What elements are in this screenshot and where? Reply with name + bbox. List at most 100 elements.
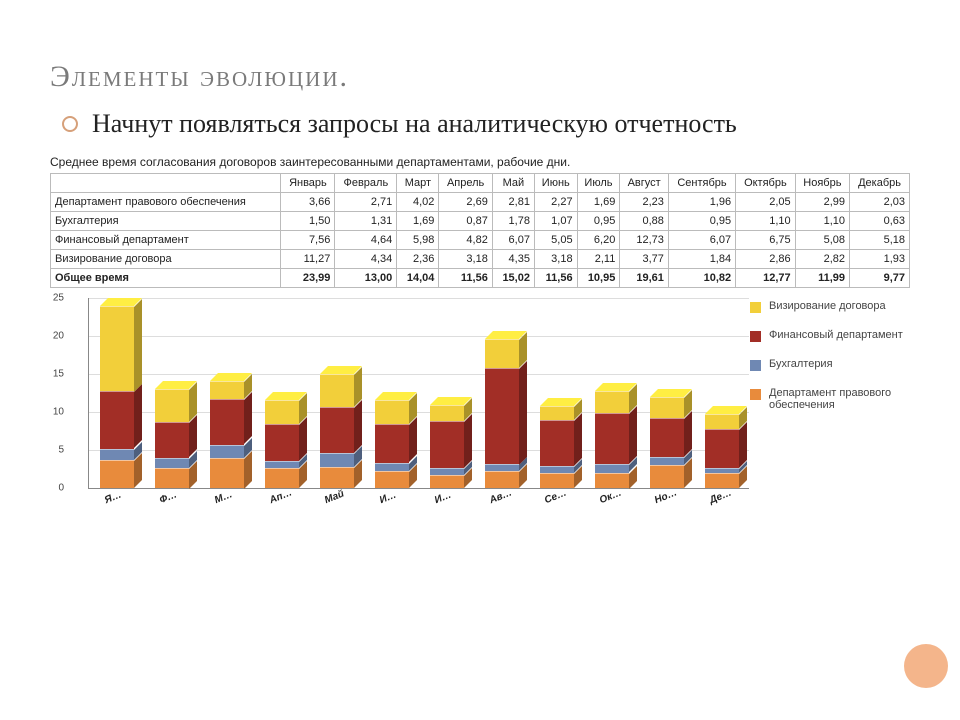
cell-value: 2,81 — [492, 193, 534, 212]
y-tick: 10 — [53, 407, 64, 418]
legend-item: Департамент правового обеспечения — [750, 387, 910, 411]
legend-item: Визирование договора — [750, 300, 910, 313]
legend-item: Бухгалтерия — [750, 358, 910, 371]
x-tick-label: Ф… — [158, 489, 179, 506]
cell-value: 1,78 — [492, 212, 534, 231]
cell-value: 12,73 — [620, 231, 669, 250]
cell-value: 4,82 — [439, 231, 492, 250]
bar-segment — [100, 460, 134, 488]
cell-value: 4,34 — [335, 250, 397, 269]
cell-value: 1,93 — [850, 250, 910, 269]
cell-value: 0,63 — [850, 212, 910, 231]
legend-label: Визирование договора — [769, 300, 886, 312]
bar-segment — [650, 457, 684, 465]
x-tick-label: Но… — [653, 487, 679, 506]
bar-segment — [265, 468, 299, 488]
bar-segment — [540, 473, 574, 488]
stacked-bar-chart: Я…Ф…М…Ап…МайИ…И…Ав…Се…Ок…Но…Де… 05101520… — [50, 294, 740, 524]
row-name: Визирование договора — [51, 250, 281, 269]
bar-segment — [705, 429, 739, 468]
bar-segment — [595, 413, 629, 464]
legend-label: Департамент правового обеспечения — [769, 387, 910, 411]
bar-segment — [595, 473, 629, 489]
bar-segment — [320, 374, 354, 407]
table-col-header: Январь — [281, 174, 335, 193]
bar-segment — [320, 453, 354, 467]
bar-cap — [650, 389, 692, 397]
cell-value: 3,18 — [534, 250, 577, 269]
bar-segment — [100, 306, 134, 392]
cell-value: 2,71 — [335, 193, 397, 212]
bar-segment — [210, 381, 244, 399]
cell-value: 6,20 — [577, 231, 620, 250]
cell-value: 5,98 — [397, 231, 439, 250]
table-col-header: Май — [492, 174, 534, 193]
cell-value: 1,10 — [736, 212, 796, 231]
table-col-header: Август — [620, 174, 669, 193]
bar-segment — [210, 458, 244, 489]
bar-segment — [375, 400, 409, 424]
bar-segment — [155, 458, 189, 468]
x-tick-label: Я… — [103, 490, 123, 507]
bar-segment — [705, 468, 739, 473]
bar-segment — [705, 473, 739, 488]
bar-segment — [100, 391, 134, 448]
bullet-row: Начнут появляться запросы на аналитическ… — [62, 106, 910, 141]
cell-value: 7,56 — [281, 231, 335, 250]
x-tick-label: Ав… — [488, 487, 514, 506]
row-name: Департамент правового обеспечения — [51, 193, 281, 212]
bar-segment — [210, 399, 244, 444]
cell-value: 1,69 — [397, 212, 439, 231]
x-tick-label: М… — [213, 489, 234, 506]
bar-segment — [430, 475, 464, 488]
bar-segment — [485, 368, 519, 465]
bar-segment — [155, 389, 189, 422]
chart-legend: Визирование договораФинансовый департаме… — [750, 294, 910, 524]
bar-segment — [650, 465, 684, 488]
table-total-row: Общее время23,9913,0014,0411,5615,0211,5… — [51, 269, 910, 288]
data-table: ЯнварьФевральМартАпрельМайИюньИюльАвгуст… — [50, 173, 910, 288]
cell-value: 3,77 — [620, 250, 669, 269]
cell-value: 6,75 — [736, 231, 796, 250]
table-col-header: Декабрь — [850, 174, 910, 193]
cell-value: 2,82 — [795, 250, 849, 269]
legend-swatch-icon — [750, 389, 761, 400]
cell-value: 4,35 — [492, 250, 534, 269]
legend-swatch-icon — [750, 360, 761, 371]
bar-segment — [595, 464, 629, 472]
x-tick-label: Де… — [708, 488, 733, 507]
cell-value: 2,36 — [397, 250, 439, 269]
legend-swatch-icon — [750, 302, 761, 313]
bar-segment — [650, 397, 684, 418]
bar-segment — [485, 464, 519, 471]
cell-value: 2,11 — [577, 250, 620, 269]
y-tick: 0 — [58, 483, 64, 494]
cell-value: 0,87 — [439, 212, 492, 231]
table-row: Визирование договора11,274,342,363,184,3… — [51, 250, 910, 269]
cell-value: 2,86 — [736, 250, 796, 269]
cell-value: 2,05 — [736, 193, 796, 212]
cell-value: 5,05 — [534, 231, 577, 250]
cell-value: 1,84 — [668, 250, 735, 269]
cell-value: 3,18 — [439, 250, 492, 269]
slide: Элементы эволюции. Начнут появляться зап… — [0, 0, 960, 720]
table-caption: Среднее время согласования договоров заи… — [50, 155, 910, 169]
bar-segment — [705, 414, 739, 429]
bullet-text: Начнут появляться запросы на аналитическ… — [92, 106, 737, 141]
table-row: Финансовый департамент7,564,645,984,826,… — [51, 231, 910, 250]
bar-cap — [100, 298, 142, 306]
bar-segment — [320, 407, 354, 453]
x-tick-label: Ок… — [598, 488, 623, 507]
bar-segment — [540, 420, 574, 466]
cell-value: 2,69 — [439, 193, 492, 212]
bar-segment — [595, 391, 629, 413]
bar-segment — [430, 405, 464, 421]
cell-value: 1,07 — [534, 212, 577, 231]
table-col-header: Ноябрь — [795, 174, 849, 193]
bar-segment — [375, 424, 409, 462]
cell-value: 1,69 — [577, 193, 620, 212]
legend-swatch-icon — [750, 331, 761, 342]
row-name: Финансовый департамент — [51, 231, 281, 250]
table-row: Бухгалтерия1,501,311,690,871,781,070,950… — [51, 212, 910, 231]
bar-segment — [155, 422, 189, 457]
